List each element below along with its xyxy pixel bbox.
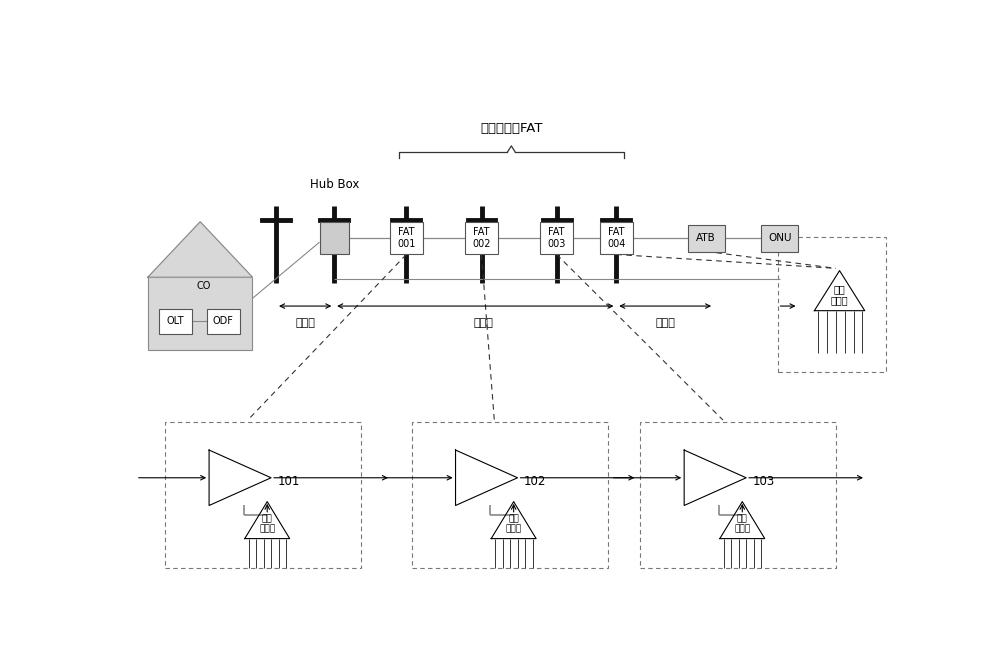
Bar bbox=[148, 277, 252, 351]
Text: ATB: ATB bbox=[696, 233, 716, 243]
Bar bbox=[320, 222, 349, 254]
Text: 等比
分光器: 等比 分光器 bbox=[734, 515, 750, 533]
Bar bbox=[540, 222, 573, 254]
Bar bbox=[778, 237, 886, 372]
Bar bbox=[465, 222, 498, 254]
Text: 102: 102 bbox=[524, 475, 546, 488]
Bar bbox=[159, 309, 192, 334]
Text: 入户缆: 入户缆 bbox=[655, 318, 675, 328]
Text: 101: 101 bbox=[277, 475, 300, 488]
Text: FAT
002: FAT 002 bbox=[472, 228, 491, 249]
Text: 馈线缆: 馈线缆 bbox=[295, 318, 315, 328]
Text: 配线缆: 配线缆 bbox=[473, 318, 493, 328]
Text: 等比
分光器: 等比 分光器 bbox=[831, 284, 848, 305]
Text: 等比
分光器: 等比 分光器 bbox=[259, 515, 275, 533]
Text: 四个不等比FAT: 四个不等比FAT bbox=[480, 122, 543, 135]
Text: FAT
003: FAT 003 bbox=[547, 228, 566, 249]
Bar bbox=[165, 422, 361, 568]
Bar bbox=[600, 222, 633, 254]
Bar bbox=[390, 222, 423, 254]
Text: OLT: OLT bbox=[167, 317, 184, 327]
Text: 等比
分光器: 等比 分光器 bbox=[506, 515, 522, 533]
Text: CO: CO bbox=[197, 282, 211, 291]
Bar bbox=[640, 422, 836, 568]
Bar bbox=[761, 225, 798, 252]
Bar bbox=[207, 309, 240, 334]
Text: ODF: ODF bbox=[213, 317, 234, 327]
Bar bbox=[412, 422, 608, 568]
Text: ONU: ONU bbox=[768, 233, 792, 243]
Text: Hub Box: Hub Box bbox=[310, 178, 359, 191]
Text: FAT
001: FAT 001 bbox=[397, 228, 416, 249]
Polygon shape bbox=[148, 222, 252, 277]
Text: FAT
004: FAT 004 bbox=[607, 228, 626, 249]
Bar bbox=[688, 225, 725, 252]
Text: 103: 103 bbox=[752, 475, 775, 488]
